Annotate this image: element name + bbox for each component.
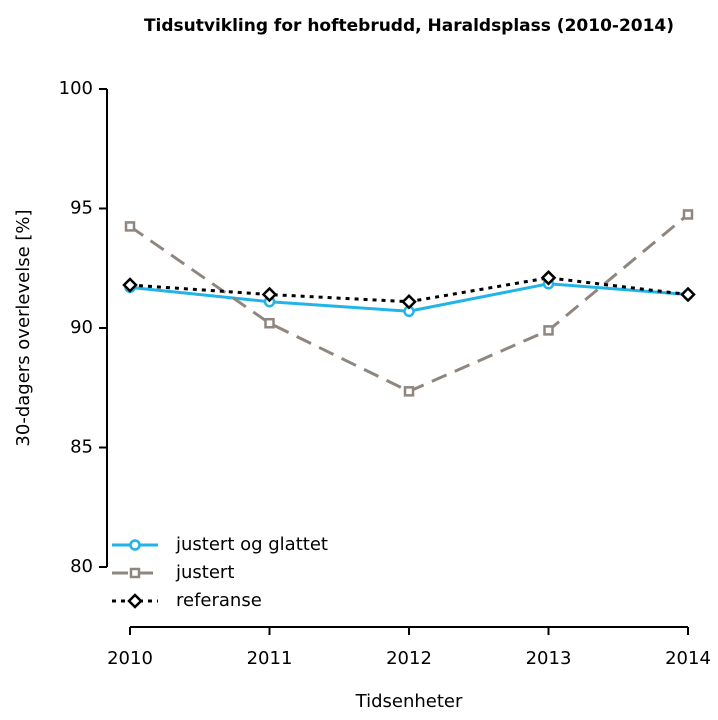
y-tick-label: 95 [70,198,93,219]
x-tick-label: 2011 [247,648,293,669]
x-tick-label: 2012 [386,648,432,669]
point [124,221,136,232]
legend-label: referanse [176,590,262,611]
point [540,270,557,286]
point [122,277,138,293]
point [403,386,415,397]
point [543,325,554,336]
x-tick-label: 2014 [665,648,711,669]
point [682,209,694,220]
point [401,293,417,310]
y-axis-label: 30-dagers overlevelse [%] [13,209,34,446]
chart-title: Tidsutvikling for hoftebrudd, Haraldspla… [144,16,674,36]
legend-label: justert [175,562,234,583]
point [680,286,696,303]
point [261,286,278,303]
legend-marker [129,567,141,579]
x-tick-label: 2013 [526,648,572,669]
point [264,317,275,329]
x-tick-label: 2010 [107,648,153,669]
legend-marker [127,593,143,609]
y-tick-label: 85 [70,437,93,458]
legend-marker [129,539,141,551]
x-axis-label: Tidsenheter [355,691,463,712]
y-tick-label: 80 [70,556,93,577]
y-tick-label: 90 [70,317,93,338]
y-tick-label: 100 [59,78,93,99]
legend-label: justert og glattet [175,534,328,555]
